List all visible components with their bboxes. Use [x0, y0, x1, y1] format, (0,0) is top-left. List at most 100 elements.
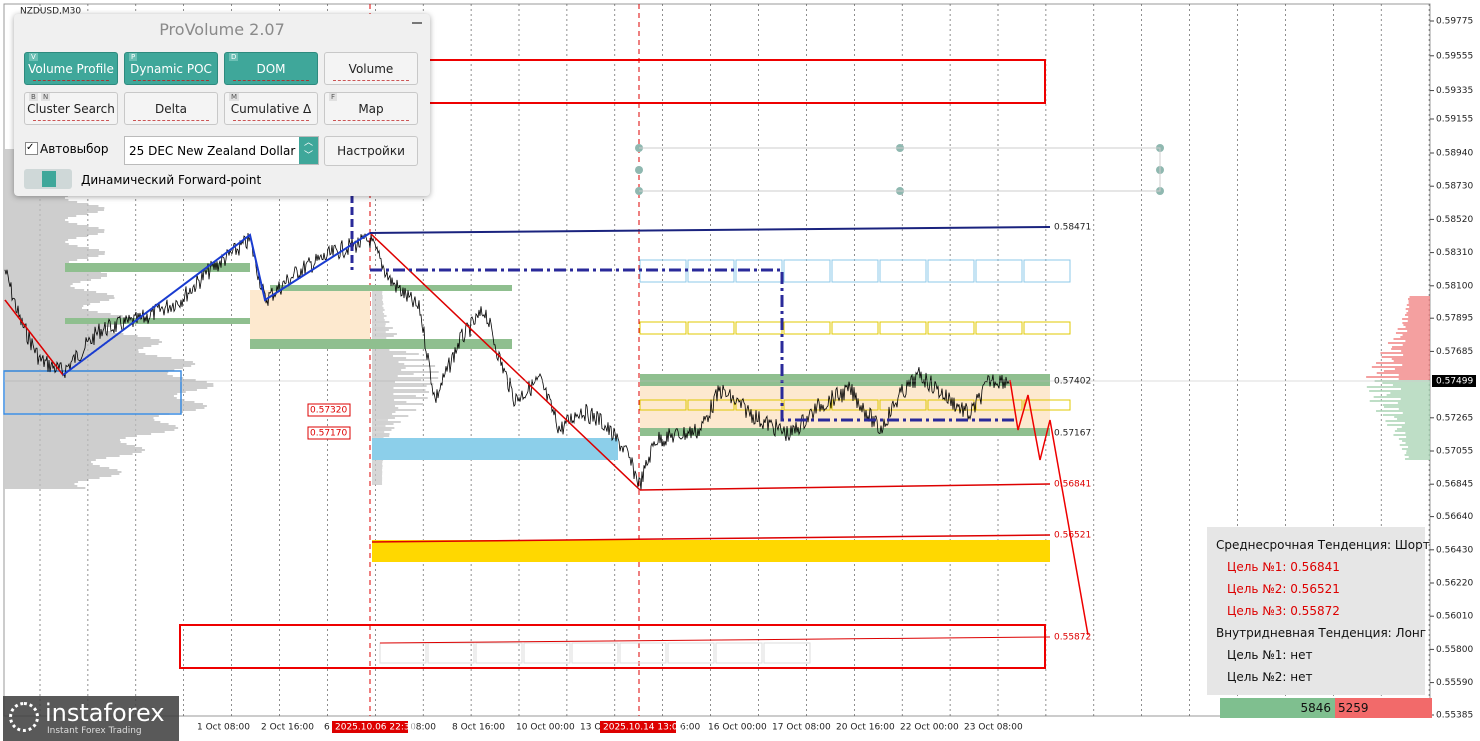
box: [879, 259, 927, 283]
price-label: 0.56010: [1436, 612, 1473, 622]
box: [639, 399, 687, 411]
target: Цель №2: 0.56521: [1227, 582, 1340, 596]
zone: [372, 540, 1050, 562]
button-label: Volume Profile: [28, 61, 114, 76]
symbol: NZDUSD,M30: [20, 7, 81, 17]
price-label: 0.55800: [1436, 645, 1473, 655]
zone: [372, 438, 618, 460]
price-label: 0.58310: [1436, 248, 1473, 258]
price-label: 0.59775: [1436, 17, 1473, 27]
time-label: 22 Oct 00:00: [900, 723, 959, 733]
trend-info: Среднесрочная Тенденция: Шорт Цель №1: 0…: [1207, 527, 1430, 695]
box: [735, 259, 783, 283]
price-label: 0.56640: [1436, 512, 1473, 522]
tool-button[interactable]: DOM D: [224, 52, 318, 85]
autoselect-label: Автовыбор: [40, 142, 109, 156]
projection: [1009, 379, 1089, 636]
level-line: [379, 636, 1051, 644]
box: [927, 259, 975, 283]
button-label: Delta: [154, 101, 187, 116]
box: [763, 642, 811, 664]
time-label: 08:00: [410, 723, 436, 733]
level-tag: [307, 426, 351, 440]
hotkey: D: [229, 53, 239, 61]
box: [1023, 399, 1071, 411]
fib-frame: [639, 147, 1161, 192]
box: [619, 642, 667, 664]
box: [475, 642, 523, 664]
tool-button[interactable]: Cluster Search B N: [24, 92, 118, 125]
level-line: [371, 534, 1051, 543]
hotkey: N: [41, 93, 51, 101]
button-label: Volume: [348, 61, 394, 76]
box: [975, 259, 1023, 283]
button-label: DOM: [256, 61, 286, 76]
box: [1023, 259, 1071, 283]
level-line: [369, 226, 1051, 234]
tool-button[interactable]: Delta: [124, 92, 218, 125]
box: [783, 259, 831, 283]
toggle[interactable]: [24, 169, 72, 189]
level-line: [639, 483, 1051, 491]
box: [639, 321, 687, 335]
brand-name: instaforex: [45, 699, 165, 727]
price-label: 0.57265: [1436, 413, 1473, 423]
price-label: 0.59155: [1436, 115, 1473, 125]
box: [687, 321, 735, 335]
checkbox[interactable]: ✓: [25, 142, 38, 155]
instrument-select[interactable]: 25 DEC New Zealand Dollar ︿ ﹀: [124, 136, 319, 165]
price-label: 0.57685: [1436, 347, 1473, 357]
button-label: Dynamic POC: [130, 61, 212, 76]
settings-button[interactable]: Настройки: [324, 136, 418, 166]
zone: [640, 374, 1050, 386]
hotkey: M: [229, 93, 240, 101]
poc-line: [370, 268, 1015, 422]
zone: [250, 290, 370, 340]
box: [1023, 321, 1071, 335]
tool-button[interactable]: Map F: [324, 92, 418, 125]
price-label: 0.55590: [1436, 678, 1473, 688]
box: [523, 642, 571, 664]
minimize[interactable]: [412, 22, 422, 24]
target: Цель №3: 0.55872: [1227, 604, 1340, 618]
zone: [250, 339, 512, 349]
hotkey: B: [29, 93, 38, 101]
time-label: 20 Oct 16:00: [836, 723, 895, 733]
time-label: 13 O: [580, 723, 601, 733]
zone: [179, 624, 1046, 669]
buy-volume: 5846: [1220, 698, 1335, 718]
level-label: 0.57402: [1054, 377, 1091, 387]
price-label: 0.55385: [1436, 711, 1473, 721]
time-label: 6: [324, 723, 330, 733]
tool-button[interactable]: Volume: [324, 52, 418, 85]
trend-line: [4, 299, 64, 376]
box: [715, 642, 763, 664]
price-label: 0.58100: [1436, 281, 1473, 291]
sell-volume: 5259: [1335, 698, 1432, 718]
instrument: 25 DEC New Zealand Dollar: [129, 144, 296, 158]
level-label: 0.56521: [1054, 531, 1091, 541]
provolume-panel: ProVolume 2.07 Volume Profile V Dynamic PO…: [14, 14, 430, 196]
panel-title: ProVolume 2.07: [159, 20, 285, 39]
zone: [270, 285, 512, 291]
medium-title: Среднесрочная Тенденция: Шорт: [1216, 538, 1430, 552]
box: [783, 321, 831, 335]
level-label: 0.56841: [1054, 480, 1091, 490]
box: [927, 321, 975, 335]
time-label: 2 Oct 16:00: [261, 723, 314, 733]
tool-button[interactable]: Volume Profile V: [24, 52, 118, 85]
trend-line: [62, 232, 371, 376]
price-label: 0.59555: [1436, 51, 1473, 61]
box: [735, 321, 783, 335]
target: Цель №2: нет: [1227, 670, 1313, 684]
left-level-label: 0.57320: [310, 406, 347, 416]
price-label: 0.57055: [1436, 446, 1473, 456]
box: [831, 321, 879, 335]
tool-button[interactable]: Dynamic POC P: [124, 52, 218, 85]
zone: [65, 263, 250, 272]
time-label: 6:00: [680, 723, 700, 733]
current-price: 0.57499: [1436, 377, 1473, 387]
time-label: 10 Oct 00:00: [516, 723, 575, 733]
